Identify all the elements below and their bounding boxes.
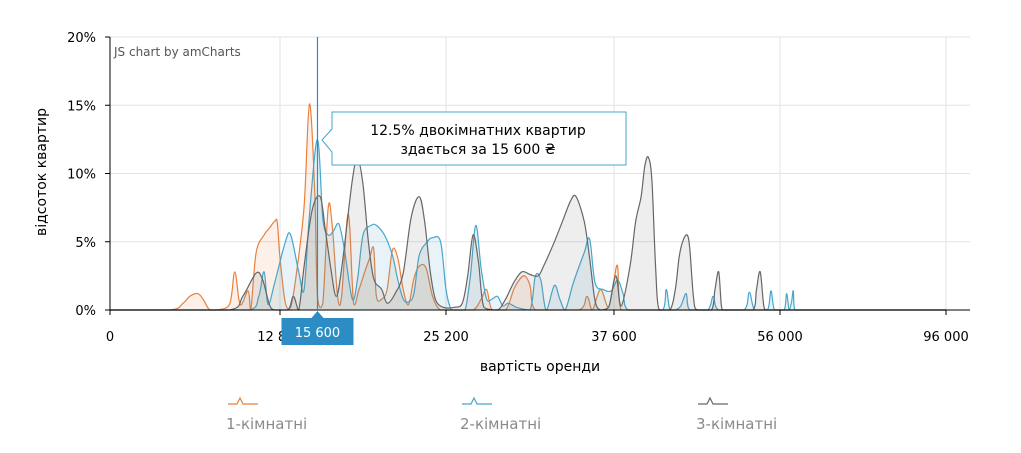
series-line-3[interactable]: [110, 155, 946, 311]
x-tick-label: 37 600: [591, 330, 637, 345]
tooltip-box: [321, 111, 627, 166]
y-tick-label: 20%: [67, 31, 96, 46]
x-tick-label: 96 000: [923, 330, 969, 345]
x-tick-label: 0: [106, 330, 114, 345]
cursor: 15 600: [281, 37, 354, 345]
y-axis-title: відсоток квартир: [34, 108, 50, 236]
x-tick-label: 56 000: [757, 330, 803, 345]
legend: 1-кімнатні 2-кімнатні 3-кімнатні: [226, 396, 777, 433]
series-line-2[interactable]: [110, 138, 946, 311]
legend-marker-3[interactable]: [698, 396, 728, 405]
series-area-2: [110, 139, 946, 310]
axes: [105, 36, 970, 315]
legend-label-1[interactable]: 1-кімнатні: [226, 415, 307, 433]
y-axis-labels: 0% 5% 10% 15% 20%: [67, 31, 96, 319]
series-area-3: [110, 156, 946, 310]
cursor-label: 15 600: [295, 326, 341, 341]
y-tick-label: 5%: [75, 236, 96, 251]
x-tick-label: 25 200: [423, 330, 469, 345]
cursor-label-box: [281, 311, 354, 345]
tooltip-line-2: здається за 15 600 ₴: [400, 142, 555, 158]
tooltip: 12.5% двокімнатних квартир здається за 1…: [321, 111, 627, 166]
y-tick-label: 10%: [67, 168, 96, 183]
legend-label-3[interactable]: 3-кімнатні: [696, 415, 777, 433]
y-tick-label: 15%: [67, 99, 96, 114]
tooltip-line-1: 12.5% двокімнатних квартир: [370, 123, 586, 139]
legend-label-2[interactable]: 2-кімнатні: [460, 415, 541, 433]
x-axis-title: вартість оренди: [480, 359, 600, 375]
grid: [109, 36, 970, 311]
legend-marker-1[interactable]: [228, 396, 258, 405]
x-axis-labels: 0 12 800 25 200 37 600 56 000 96 000: [106, 330, 969, 345]
y-tick-label: 0%: [75, 304, 96, 319]
chart-credit[interactable]: JS chart by amCharts: [113, 45, 241, 59]
legend-marker-2[interactable]: [462, 396, 492, 405]
